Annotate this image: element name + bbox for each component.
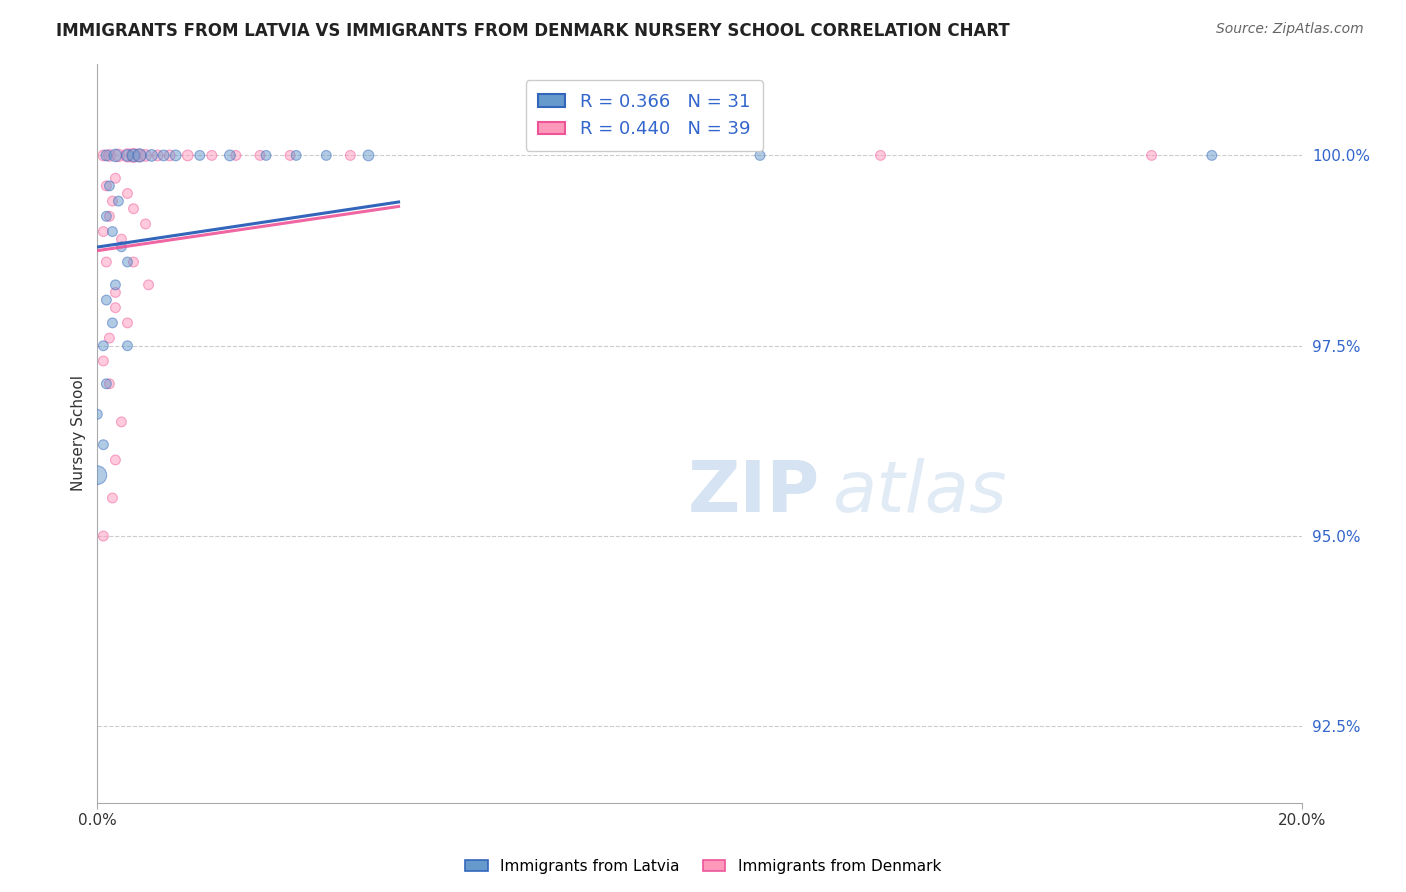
Point (152, 148, 174, 162)
Point (93, 529, 115, 543)
Point (96, 210, 118, 224)
Point (146, 148, 169, 162)
Point (188, 148, 211, 162)
Point (315, 148, 337, 162)
Point (98, 178, 121, 193)
Point (86, 407, 108, 421)
Text: IMMIGRANTS FROM LATVIA VS IMMIGRANTS FROM DENMARK NURSERY SCHOOL CORRELATION CHA: IMMIGRANTS FROM LATVIA VS IMMIGRANTS FRO… (56, 22, 1010, 40)
Point (117, 255, 139, 269)
Point (128, 148, 150, 162)
Point (128, 148, 150, 162)
Point (110, 415, 132, 429)
Point (110, 232, 132, 246)
Point (225, 148, 247, 162)
Point (122, 255, 145, 269)
Point (285, 148, 308, 162)
Point (138, 277, 160, 292)
Point (98, 148, 121, 162)
Point (104, 453, 127, 467)
Point (135, 217, 157, 231)
Point (117, 339, 139, 353)
Point (141, 148, 163, 162)
Point (101, 194, 124, 208)
Point (219, 148, 242, 162)
Point (93, 148, 115, 162)
Point (93, 339, 115, 353)
Point (96, 148, 118, 162)
Point (96, 178, 118, 193)
Point (1140, 148, 1163, 162)
Legend: Immigrants from Latvia, Immigrants from Denmark: Immigrants from Latvia, Immigrants from … (458, 853, 948, 880)
Point (101, 491, 124, 505)
Text: atlas: atlas (832, 458, 1007, 527)
Point (165, 148, 187, 162)
Y-axis label: Nursery School: Nursery School (72, 376, 86, 491)
Text: ZIP: ZIP (688, 458, 820, 527)
Point (117, 186, 139, 201)
Point (339, 148, 361, 162)
Point (249, 148, 271, 162)
Point (159, 148, 181, 162)
Point (254, 148, 277, 162)
Point (869, 148, 891, 162)
Point (117, 316, 139, 330)
Point (98, 210, 121, 224)
Point (107, 148, 129, 162)
Point (93, 354, 115, 368)
Point (98, 376, 121, 391)
Point (104, 285, 127, 300)
Point (96, 293, 118, 307)
Point (1201, 148, 1223, 162)
Point (357, 148, 380, 162)
Point (749, 148, 772, 162)
Point (122, 148, 145, 162)
Point (110, 240, 132, 254)
Point (101, 225, 124, 239)
Point (101, 316, 124, 330)
Point (104, 171, 127, 186)
Point (96, 255, 118, 269)
Text: Source: ZipAtlas.com: Source: ZipAtlas.com (1216, 22, 1364, 37)
Point (201, 148, 224, 162)
Point (98, 331, 121, 345)
Point (278, 148, 301, 162)
Point (122, 148, 145, 162)
Point (104, 301, 127, 315)
Point (117, 148, 139, 162)
Point (96, 376, 118, 391)
Point (107, 194, 129, 208)
Point (117, 148, 139, 162)
Point (86, 468, 108, 483)
Point (104, 277, 127, 292)
Point (135, 148, 157, 162)
Point (93, 438, 115, 452)
Point (93, 225, 115, 239)
Point (104, 148, 127, 162)
Point (122, 202, 145, 216)
Legend: R = 0.366   N = 31, R = 0.440   N = 39: R = 0.366 N = 31, R = 0.440 N = 39 (526, 80, 763, 151)
Point (177, 148, 200, 162)
